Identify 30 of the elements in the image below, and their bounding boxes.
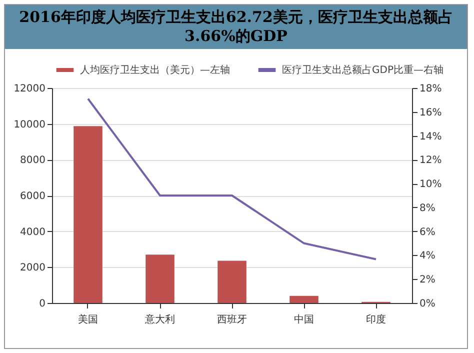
y-tick-label: 2000 [20, 262, 46, 274]
y2-tick-label: 2% [420, 274, 436, 286]
x-tick-label: 印度 [366, 314, 386, 326]
line-series [87, 98, 377, 260]
y2-tick-label: 14% [420, 131, 442, 142]
y2-tick-label: 10% [420, 179, 442, 190]
x-tick-label: 意大利 [144, 314, 175, 326]
x-tick-label: 西班牙 [217, 314, 247, 326]
y-tick-label: 0 [39, 298, 46, 310]
y-tick-label: 4000 [20, 226, 46, 238]
bar [74, 126, 102, 303]
legend-label: 医疗卫生支出总额占GDP比重—右轴 [282, 64, 444, 76]
x-tick-label: 中国 [294, 314, 314, 326]
bar [146, 254, 174, 303]
y-tick-label: 12000 [14, 84, 46, 94]
y2-tick-label: 18% [420, 84, 442, 94]
y2-tick-label: 12% [420, 155, 442, 166]
y2-tick-label: 0% [420, 298, 436, 310]
bar [218, 260, 246, 303]
y-tick-label: 10000 [14, 119, 46, 130]
y2-tick-label: 6% [420, 226, 436, 238]
y-tick-label: 8000 [20, 155, 46, 166]
chart-title: 2016年印度人均医疗卫生支出62.72美元，医疗卫生支出总额占3.66%的GDP [5, 5, 467, 49]
x-tick-label: 美国 [78, 314, 98, 326]
y2-tick-label: 4% [420, 250, 436, 262]
y2-tick-label: 16% [420, 107, 442, 118]
y-tick-label: 6000 [20, 191, 46, 202]
y2-tick-label: 8% [420, 202, 436, 214]
legend-label: 人均医疗卫生支出（美元）—左轴 [80, 64, 230, 76]
bar [290, 296, 318, 303]
